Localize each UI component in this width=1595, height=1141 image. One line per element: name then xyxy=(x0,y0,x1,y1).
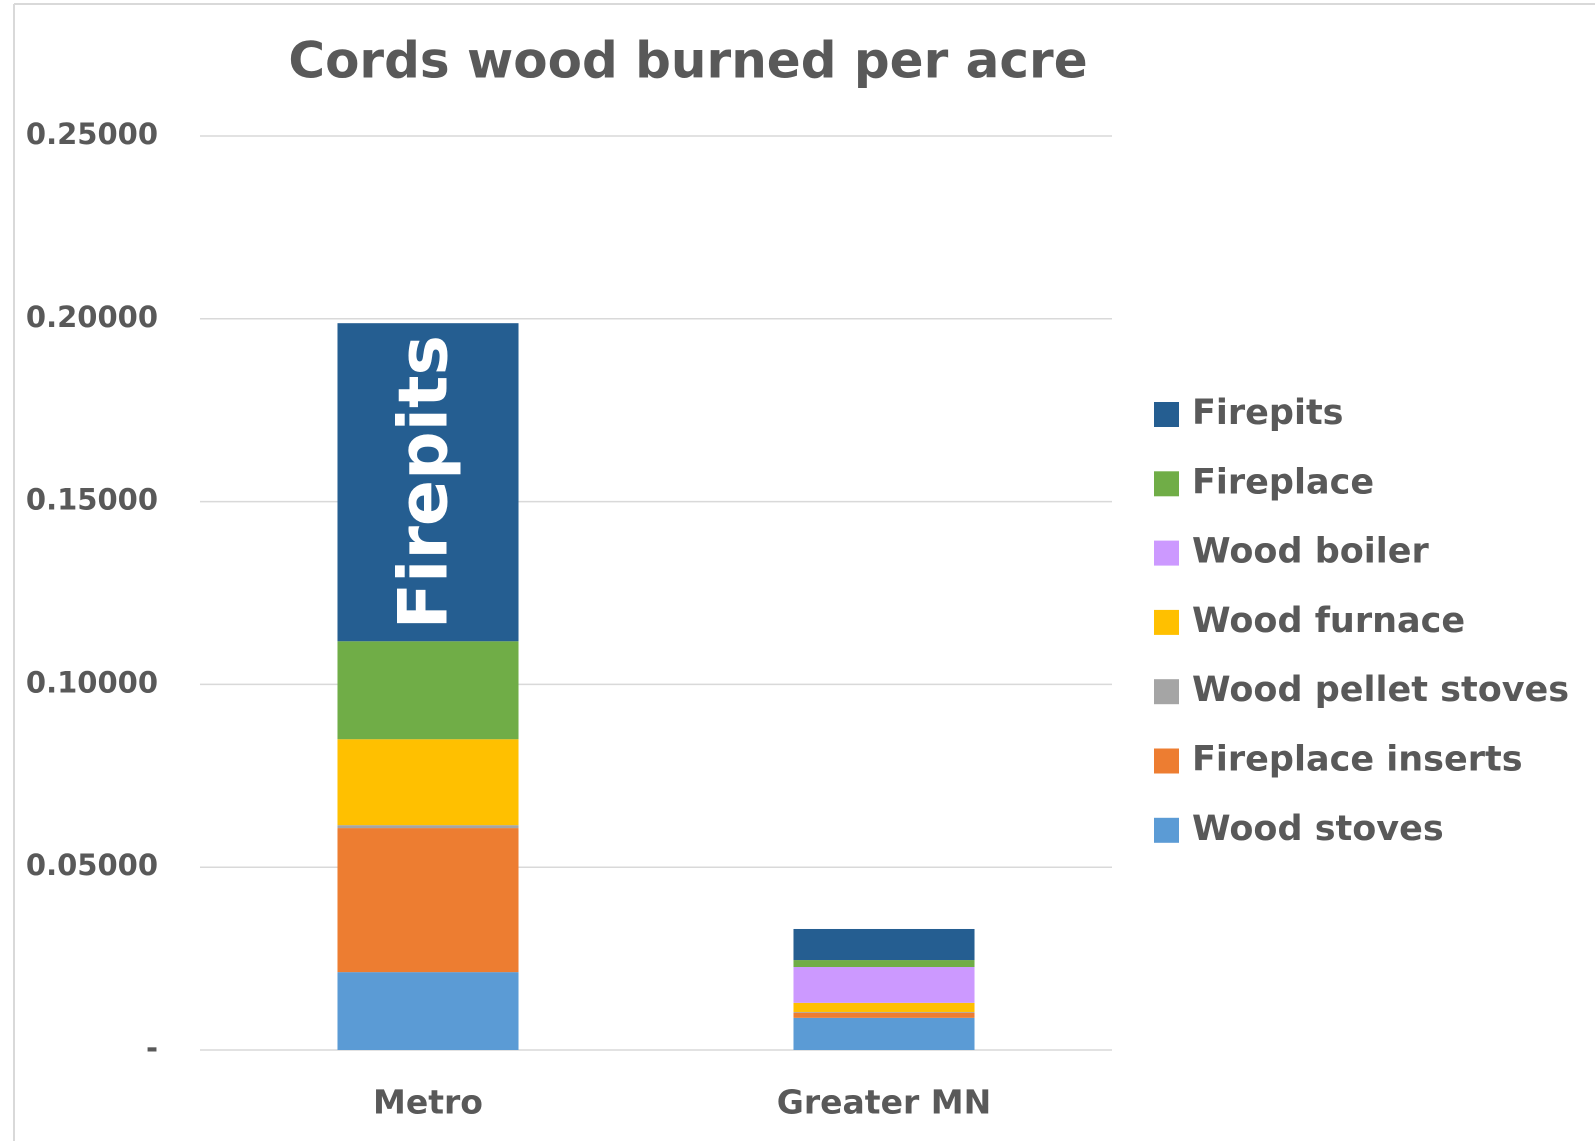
legend-swatch xyxy=(1154,471,1179,497)
bar-segment xyxy=(793,967,975,1003)
x-tick-label: Greater MN xyxy=(777,1083,991,1122)
legend-swatch xyxy=(1154,748,1179,774)
legend-label: Firepits xyxy=(1192,393,1344,433)
x-tick-label: Metro xyxy=(373,1083,483,1122)
annotation: Firepits xyxy=(385,335,464,629)
bar-segment xyxy=(793,1012,975,1018)
legend-label: Wood pellet stoves xyxy=(1192,670,1569,710)
legend-label: Wood boiler xyxy=(1192,532,1430,572)
legend-swatch xyxy=(1154,609,1179,635)
legend-swatch xyxy=(1154,540,1179,566)
bar-segment xyxy=(337,323,519,642)
y-tick-label: 0.20000 xyxy=(26,300,158,334)
chart-title: Cords wood burned per acre xyxy=(288,32,1087,90)
legend-swatch xyxy=(1154,817,1179,843)
legend-label: Fireplace inserts xyxy=(1192,740,1523,780)
legend-label: Fireplace xyxy=(1192,462,1374,502)
bar-segment xyxy=(337,828,519,973)
bar-segment xyxy=(793,960,975,968)
y-tick-label: 0.25000 xyxy=(26,117,158,151)
y-tick-label: 0.05000 xyxy=(26,848,158,882)
legend-label: Wood furnace xyxy=(1192,601,1465,641)
legend-swatch xyxy=(1154,679,1179,705)
legend-label: Wood stoves xyxy=(1192,809,1444,849)
y-tick-label: 0.10000 xyxy=(26,665,158,699)
y-tick-label: - xyxy=(146,1031,158,1065)
bar-segment xyxy=(337,972,519,1050)
bar-segment xyxy=(337,739,519,826)
bar-segment xyxy=(793,1017,975,1050)
y-tick-label: 0.15000 xyxy=(26,483,158,517)
bar-segment xyxy=(337,825,519,829)
bar-segment xyxy=(793,1002,975,1012)
bar-segment xyxy=(337,641,519,740)
bar-segment xyxy=(793,928,975,961)
bar-segment xyxy=(793,1011,975,1013)
legend-swatch xyxy=(1154,402,1179,427)
